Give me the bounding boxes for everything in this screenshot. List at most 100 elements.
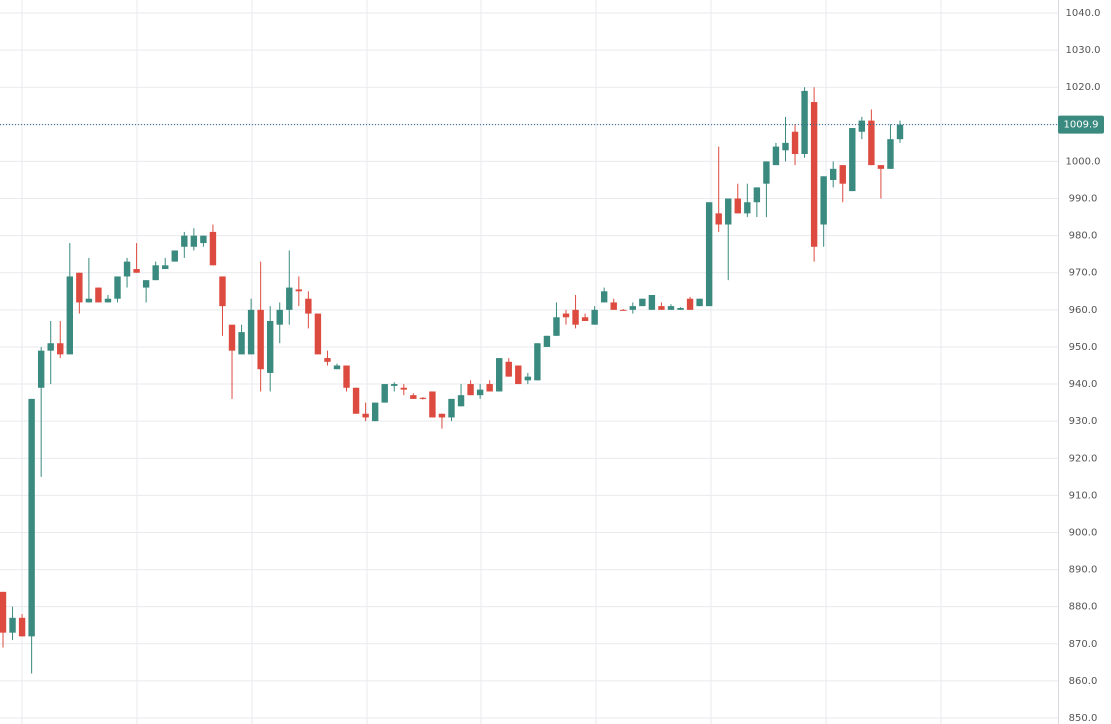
candle-body	[772, 146, 780, 166]
candle-body	[753, 187, 761, 203]
candle-body	[448, 398, 455, 418]
y-tick-label: 1030.0	[1066, 45, 1101, 56]
y-tick-label: 870.0	[1069, 639, 1098, 650]
candle-body	[486, 384, 493, 392]
candle-body	[133, 269, 140, 273]
candle-body	[620, 309, 627, 311]
candle-body	[47, 343, 54, 351]
candle-body	[629, 306, 637, 310]
candle-body	[104, 298, 112, 303]
candle-body	[66, 276, 73, 355]
candle-body	[28, 398, 35, 637]
candle-body	[18, 617, 26, 637]
candle-body	[600, 291, 608, 303]
candle-body	[0, 591, 7, 633]
candle-body	[562, 313, 570, 318]
candle-body	[467, 384, 474, 396]
candle-body	[457, 395, 465, 407]
candle-body	[667, 306, 675, 310]
candle-body	[305, 298, 312, 314]
candle-body	[534, 343, 541, 381]
vertical-grid	[21, 0, 942, 724]
candle-body	[123, 261, 131, 277]
y-tick-label: 930.0	[1069, 416, 1098, 427]
y-tick-label: 950.0	[1069, 342, 1098, 353]
y-tick-label: 880.0	[1069, 602, 1098, 613]
candle-body	[171, 250, 178, 262]
candle-body	[639, 298, 646, 307]
candle-body	[314, 313, 322, 355]
candle-body	[381, 384, 388, 403]
candle-body	[610, 302, 617, 310]
y-tick-label: 900.0	[1069, 527, 1098, 538]
candle-body	[95, 287, 102, 303]
candle-body	[868, 120, 875, 166]
candle-body	[877, 165, 885, 169]
y-tick-label: 960.0	[1069, 305, 1098, 316]
candle-body	[152, 265, 159, 281]
y-tick-label: 940.0	[1069, 379, 1098, 390]
candle-body	[371, 402, 379, 422]
candle-body	[744, 202, 751, 214]
candle-body	[352, 387, 360, 414]
candle-body	[37, 350, 45, 388]
candle-body	[391, 384, 398, 386]
candle-body	[114, 276, 121, 299]
candle-body	[85, 298, 93, 303]
candle-body	[57, 343, 64, 355]
candle-body	[219, 276, 226, 307]
y-tick-label: 1040.0	[1066, 8, 1101, 19]
candle-body	[696, 298, 703, 307]
candle-body	[686, 298, 694, 310]
candle-body	[162, 265, 169, 270]
candle-body	[658, 306, 665, 310]
candle-body	[849, 128, 856, 192]
candle-body	[238, 332, 245, 355]
candle-body	[333, 365, 341, 370]
candle-body	[810, 102, 818, 247]
candle-body	[190, 235, 198, 247]
candle-body	[266, 320, 274, 373]
candle-body	[419, 397, 427, 399]
candle-body	[782, 142, 789, 151]
y-tick-label: 860.0	[1069, 676, 1098, 687]
candle-body	[677, 307, 684, 310]
candle-body	[725, 198, 732, 225]
y-tick-label: 980.0	[1069, 231, 1098, 242]
candle-body	[543, 335, 551, 347]
candle-body	[400, 387, 407, 390]
candle-body	[820, 176, 827, 225]
candle-body	[286, 287, 293, 310]
candle-body	[734, 198, 741, 214]
candle-body	[515, 365, 522, 385]
candle-body	[896, 124, 904, 140]
last-price-label: 1009.9	[1064, 120, 1099, 131]
candle-body	[887, 139, 894, 169]
y-tick-label: 890.0	[1069, 565, 1098, 576]
candle-body	[648, 295, 656, 310]
candle-body	[505, 361, 512, 377]
candle-body	[705, 202, 713, 307]
candle-body	[209, 231, 217, 266]
candle-body	[581, 317, 589, 321]
y-tick-label: 990.0	[1069, 194, 1098, 205]
candle-body	[200, 235, 207, 244]
candle-body	[572, 309, 579, 325]
candle-body	[496, 358, 503, 392]
candle-body	[801, 90, 808, 154]
candle-body	[830, 168, 837, 180]
candle-body	[76, 272, 83, 303]
candle-body	[181, 235, 188, 247]
candle-body	[476, 389, 484, 396]
candle-body	[9, 617, 16, 633]
candle-body	[410, 395, 417, 399]
candle-body	[763, 161, 770, 184]
y-tick-label: 970.0	[1069, 268, 1098, 279]
candle-body	[295, 289, 303, 292]
y-tick-label: 910.0	[1069, 490, 1098, 501]
candle-body	[524, 376, 532, 381]
candle-body	[228, 324, 236, 351]
candle-body	[276, 309, 283, 325]
